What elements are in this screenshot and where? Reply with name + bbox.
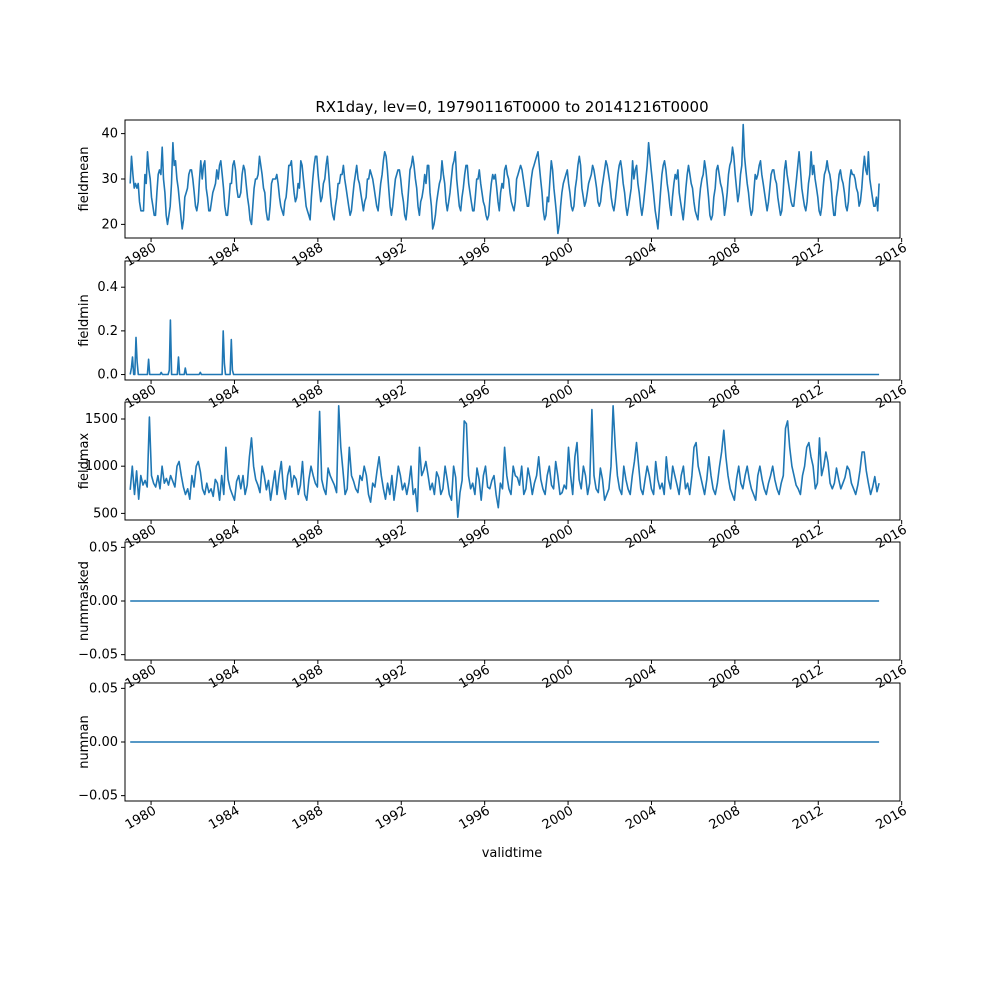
y-axis-label: fieldmax [77,433,92,490]
y-axis-label: fieldmin [77,294,92,347]
y-tick-label: −0.05 [78,789,118,804]
y-tick-label: 0.2 [97,324,118,339]
y-tick-label: −0.05 [78,648,118,663]
y-tick-label: 0.00 [89,594,118,609]
x-axis-label: validtime [482,846,543,861]
y-axis-label: numnan [77,715,92,769]
y-axis-label: fieldmean [77,147,92,212]
series-line-fieldmax [129,404,880,519]
y-tick-label: 0.00 [89,735,118,750]
y-tick-label: 30 [101,172,118,187]
y-tick-label: 0.0 [97,368,118,383]
series-line-fieldmin [129,319,880,376]
series-line-fieldmean [129,123,880,235]
y-tick-label: 0.05 [89,540,118,555]
figure-title: RX1day, lev=0, 19790116T0000 to 20141216… [315,98,708,116]
y-tick-label: 500 [93,506,118,521]
y-tick-label: 0.4 [97,280,118,295]
axes-frame [124,260,901,381]
y-tick-label: 1500 [85,412,118,427]
axes-frame [124,401,901,521]
y-tick-label: 40 [101,127,118,142]
y-tick-label: 1000 [85,459,118,474]
y-tick-label: 20 [101,217,118,232]
y-axis-label: nummasked [77,561,92,641]
y-tick-label: 0.05 [89,681,118,696]
